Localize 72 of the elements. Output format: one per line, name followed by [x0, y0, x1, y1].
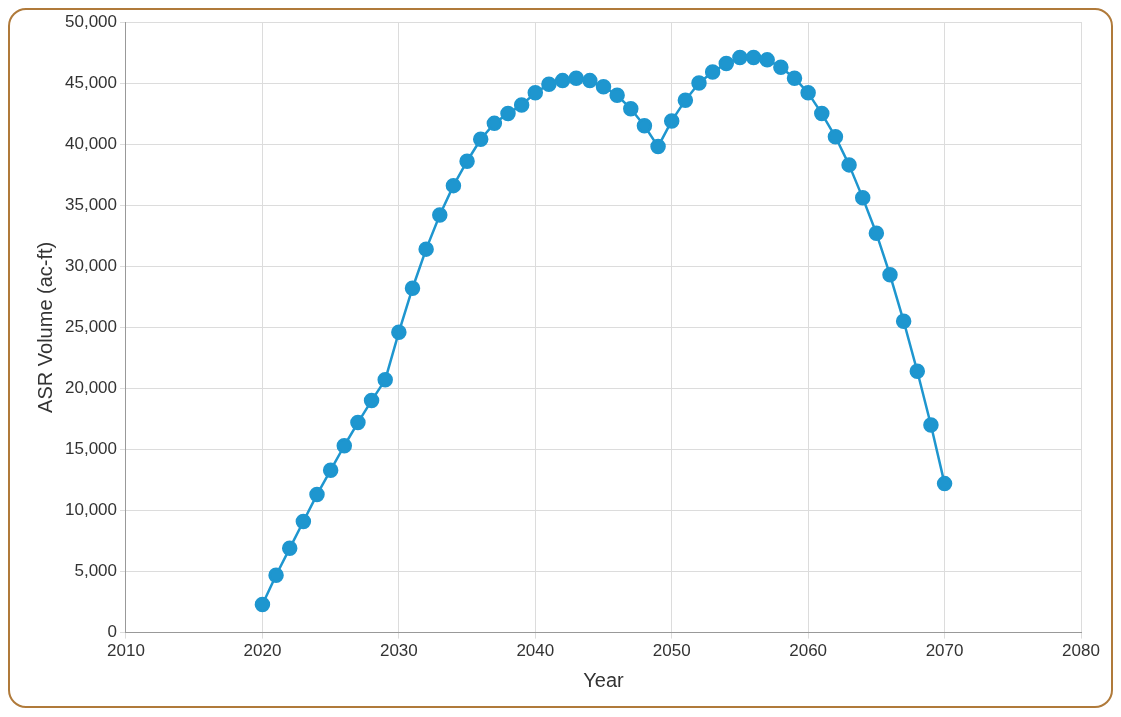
point — [827, 129, 844, 145]
point — [500, 105, 516, 122]
point — [773, 59, 789, 75]
y-tick-label: 35,000 — [65, 194, 117, 214]
point — [759, 52, 775, 68]
point — [418, 241, 434, 257]
point — [909, 363, 926, 380]
point — [268, 567, 284, 583]
point — [554, 72, 571, 89]
y-tick-label: 5,000 — [74, 561, 117, 581]
x-tick-label: 2060 — [789, 641, 828, 661]
y-tick-label: 0 — [107, 622, 117, 642]
point — [800, 85, 816, 101]
x-tick-label: 2070 — [925, 641, 964, 661]
point — [350, 414, 366, 431]
point — [882, 267, 898, 283]
point — [363, 392, 380, 409]
y-tick-label: 15,000 — [65, 439, 117, 459]
x-tick-label: 2040 — [516, 641, 555, 661]
point — [895, 313, 912, 329]
point — [786, 70, 803, 86]
point — [582, 72, 598, 89]
x-tick-label: 2010 — [107, 641, 145, 661]
point — [923, 417, 939, 433]
point — [472, 131, 489, 147]
point — [527, 85, 544, 101]
point — [936, 475, 953, 492]
point — [704, 64, 721, 80]
point — [595, 78, 612, 95]
x-tick-label: 2030 — [379, 641, 418, 661]
point — [513, 97, 530, 113]
point — [623, 100, 639, 117]
point — [281, 540, 298, 557]
point — [377, 372, 393, 388]
point — [322, 462, 339, 478]
x-axis-title: Year — [583, 668, 625, 691]
point — [404, 280, 421, 296]
point — [609, 87, 625, 104]
point — [391, 324, 407, 340]
point — [732, 49, 748, 66]
point — [636, 118, 653, 134]
point — [650, 138, 666, 155]
y-tick-label: 40,000 — [65, 133, 117, 153]
point — [254, 596, 271, 613]
point — [295, 513, 312, 530]
y-tick-label: 20,000 — [65, 378, 117, 398]
point — [854, 190, 871, 206]
point — [718, 55, 735, 72]
y-tick-label: 50,000 — [65, 11, 117, 31]
point — [663, 113, 680, 129]
point — [309, 486, 325, 503]
point — [432, 207, 448, 223]
y-tick-label: 25,000 — [65, 316, 117, 336]
point — [568, 70, 584, 86]
point — [445, 177, 462, 194]
x-tick-label: 2020 — [243, 641, 282, 661]
point — [336, 438, 353, 454]
point — [814, 105, 830, 122]
y-tick-label: 10,000 — [65, 500, 117, 520]
point — [841, 157, 857, 173]
point — [691, 75, 707, 91]
x-tick-label: 2080 — [1062, 641, 1100, 661]
point — [541, 76, 557, 93]
point — [868, 225, 885, 242]
point — [486, 115, 503, 132]
point — [677, 92, 694, 108]
y-tick-label: 30,000 — [65, 255, 117, 275]
point — [745, 49, 762, 66]
y-tick-label: 45,000 — [65, 72, 117, 92]
point — [459, 153, 475, 169]
x-tick-label: 2050 — [652, 641, 691, 661]
y-axis-title: ASR Volume (ac-ft) — [33, 241, 56, 413]
